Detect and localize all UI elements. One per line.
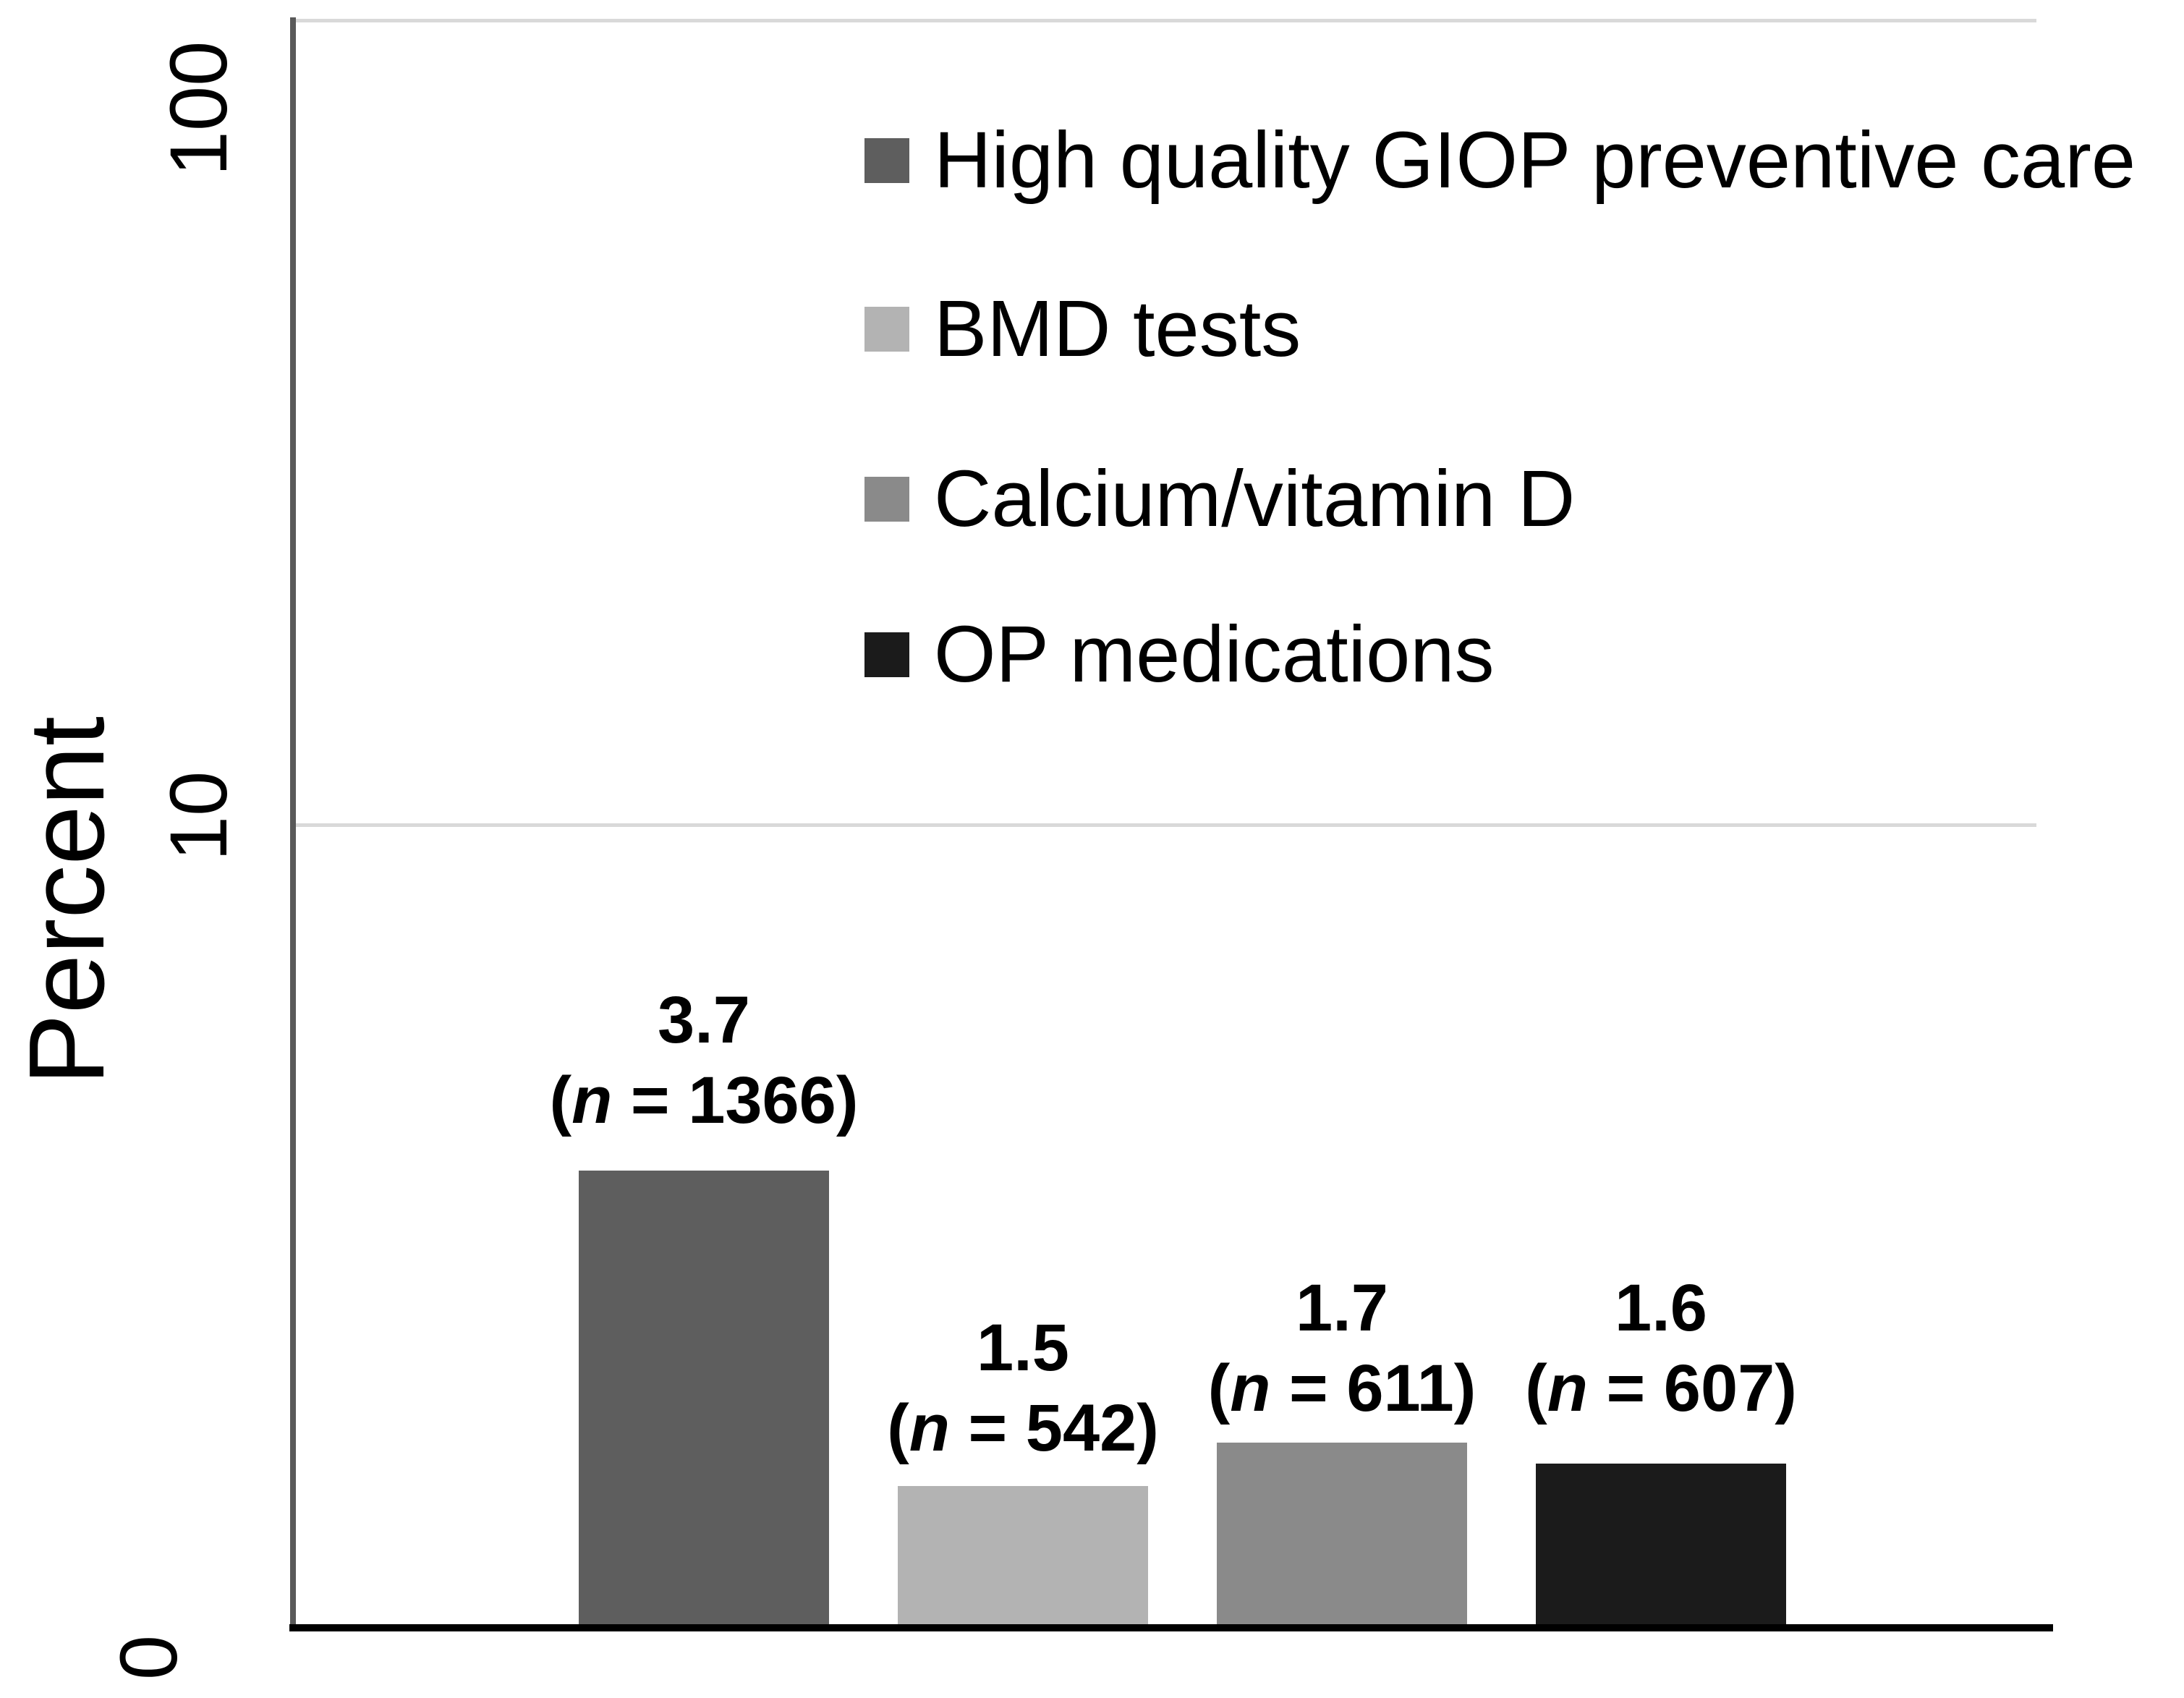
legend-swatch-icon <box>864 307 909 352</box>
y-axis-line <box>290 17 296 1628</box>
gridline-100 <box>296 19 2036 22</box>
legend-item-high-quality-giop-preventive-care: High quality GIOP preventive care <box>864 120 2136 201</box>
bar-data-label: 1.6 (n = 607) <box>1408 1268 1914 1429</box>
legend-swatch-icon <box>864 477 909 522</box>
x-axis-line <box>289 1624 2053 1631</box>
y-tick-label-10: 10 <box>153 771 244 862</box>
legend-item-bmd-tests: BMD tests <box>864 289 1301 370</box>
legend-swatch-icon <box>864 632 909 677</box>
legend-swatch-icon <box>864 138 909 183</box>
legend-label: Calcium/vitamin D <box>934 454 1576 543</box>
y-tick-label-0: 0 <box>103 1634 194 1681</box>
y-axis-title: Percent <box>7 716 127 1086</box>
bar-n-label: (n = 542) <box>887 1391 1159 1465</box>
legend-label: OP medications <box>934 610 1495 699</box>
bar-data-label: 3.7 (n = 1366) <box>451 980 957 1141</box>
y-tick-label-100: 100 <box>153 41 244 177</box>
bar-op-medications <box>1536 1464 1786 1628</box>
legend-item-calcium-vitamin-d: Calcium/vitamin D <box>864 459 1575 540</box>
bar-n-label: (n = 607) <box>1525 1351 1797 1425</box>
legend-item-op-medications: OP medications <box>864 614 1494 695</box>
bar-value-label: 1.5 <box>977 1311 1069 1385</box>
bar-high-quality-giop-preventive-care <box>579 1171 829 1628</box>
legend-label: BMD tests <box>934 284 1301 373</box>
bar-calcium-vitamin-d <box>1217 1443 1467 1628</box>
bar-data-label: 1.5 (n = 542) <box>770 1308 1276 1469</box>
bar-value-label: 1.6 <box>1615 1271 1707 1345</box>
bar-n-label: (n = 1366) <box>549 1064 859 1137</box>
bar-value-label: 1.7 <box>1296 1271 1388 1345</box>
gridline-10 <box>296 823 2036 827</box>
bar-value-label: 3.7 <box>658 983 750 1057</box>
legend-label: High quality GIOP preventive care <box>934 116 2136 205</box>
bar-data-label: 1.7 (n = 611) <box>1089 1268 1595 1429</box>
bar-n-label: (n = 611) <box>1207 1351 1476 1425</box>
bar-bmd-tests <box>898 1486 1148 1628</box>
